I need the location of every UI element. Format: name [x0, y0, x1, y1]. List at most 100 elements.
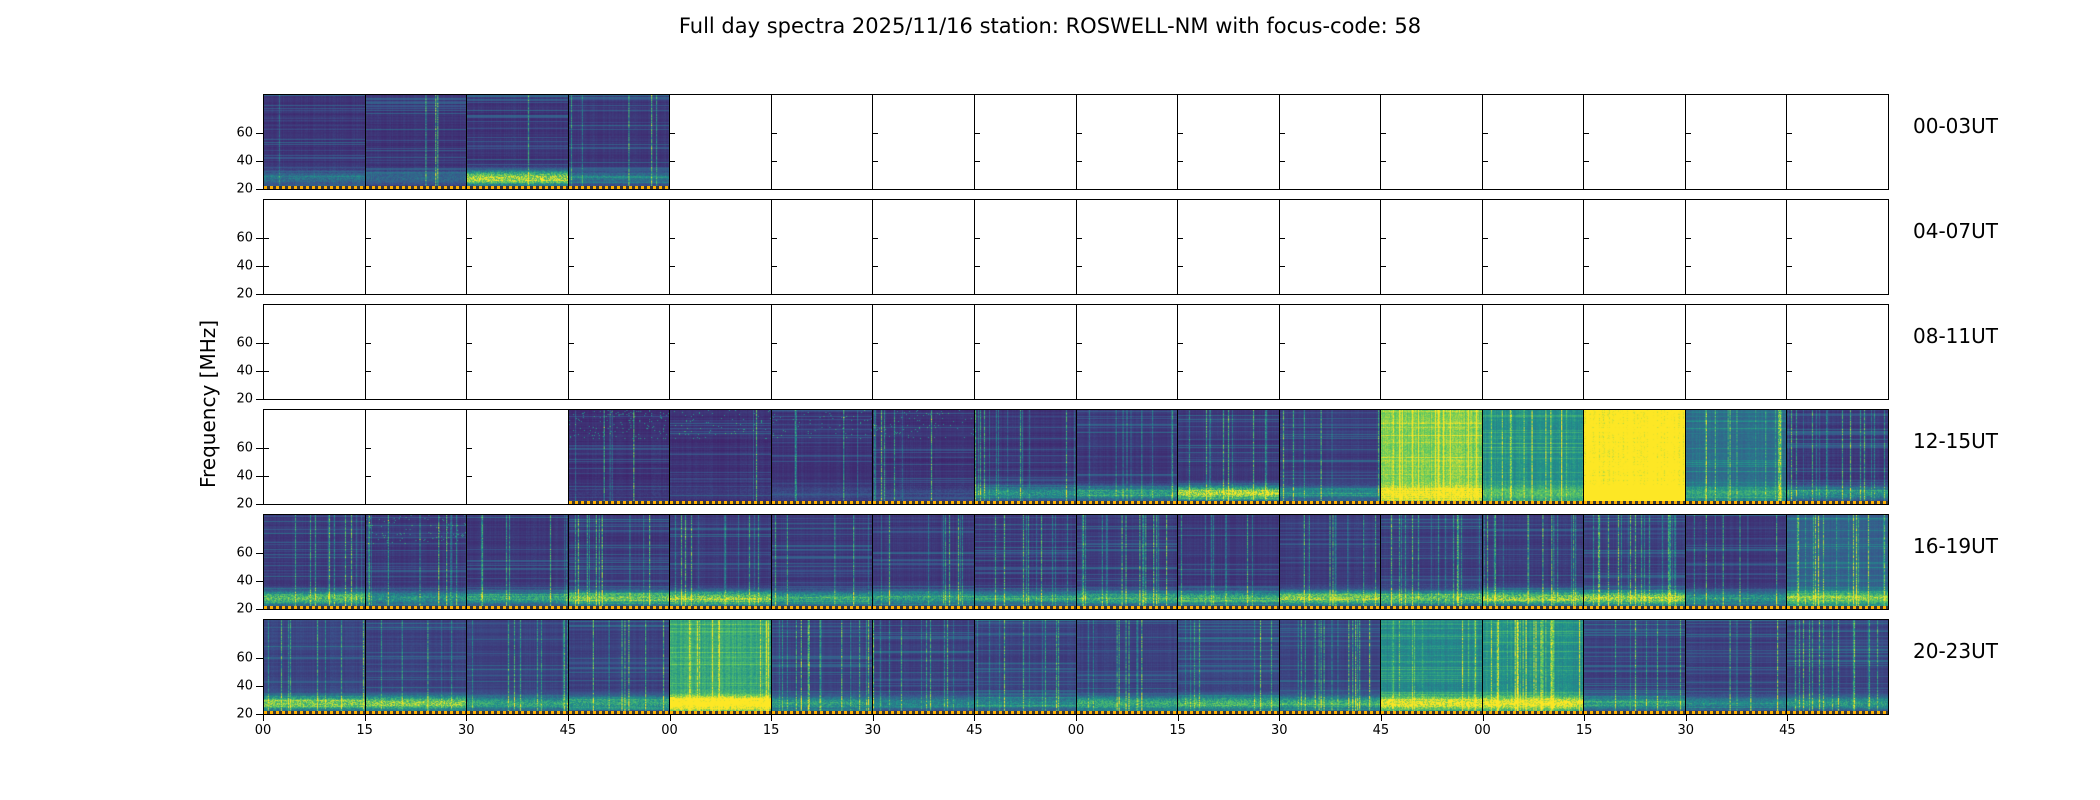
x-tick-label: 15 [1169, 723, 1186, 738]
spectrogram-canvas [974, 620, 1076, 714]
spectrogram-panel [1380, 410, 1482, 504]
spectrogram-panel [1177, 305, 1279, 399]
spectrogram-panel [1075, 305, 1178, 399]
marker-line [365, 186, 467, 189]
spectrogram-panel [264, 410, 365, 504]
spectrogram-panel [364, 95, 467, 189]
spectrogram-panel [1177, 620, 1279, 714]
spectrogram-panel [1481, 95, 1584, 189]
plot-area [263, 94, 1889, 715]
spectrogram-canvas [1584, 410, 1685, 504]
inner-y-tick [873, 133, 879, 134]
spectrogram-panel [1278, 515, 1381, 609]
inner-y-tick [365, 343, 371, 344]
inner-y-tick [1279, 238, 1285, 239]
y-tick-mark [256, 343, 263, 344]
inner-y-tick [1482, 343, 1488, 344]
spectrogram-panel [669, 95, 771, 189]
marker-line [771, 501, 873, 504]
marker-line [873, 711, 974, 714]
spectrogram-canvas [1482, 515, 1584, 609]
spectrogram-panel [973, 410, 1076, 504]
inner-y-tick [873, 343, 879, 344]
inner-y-tick [1381, 371, 1387, 372]
marker-line [771, 606, 873, 609]
spectrogram-panel [872, 200, 974, 294]
marker-line [974, 711, 1076, 714]
x-tick-mark [1584, 715, 1585, 721]
marker-line [1482, 501, 1584, 504]
inner-y-tick [1381, 343, 1387, 344]
inner-y-tick [974, 133, 980, 134]
spectrogram-panel [1380, 620, 1482, 714]
y-tick-mark [256, 294, 263, 295]
spectrogram-canvas [1279, 620, 1381, 714]
marker-line [568, 501, 670, 504]
inner-y-tick [1076, 161, 1082, 162]
spectrogram-panel [1278, 95, 1381, 189]
y-tick-mark [256, 609, 263, 610]
inner-y-tick [1482, 133, 1488, 134]
inner-y-tick [1482, 238, 1488, 239]
inner-y-tick [1279, 133, 1285, 134]
y-tick-label: 60 [236, 125, 253, 141]
inner-y-tick [1685, 343, 1691, 344]
spectrogram-panel [1786, 410, 1888, 504]
y-tick-label: 40 [236, 258, 253, 274]
inner-y-tick [670, 238, 676, 239]
spectrogram-canvas [1381, 620, 1482, 714]
spectrogram-panel [1278, 200, 1381, 294]
inner-y-tick [1076, 343, 1082, 344]
y-tick-label: 20 [236, 181, 253, 197]
y-tick-label: 40 [236, 678, 253, 694]
spectra-row-16-19UT [263, 514, 1889, 610]
y-tick-mark [256, 553, 263, 554]
inner-y-tick [264, 476, 269, 477]
spectra-row-00-03UT [263, 94, 1889, 190]
spectrogram-panel [1583, 200, 1685, 294]
inner-y-tick [974, 266, 980, 267]
spectra-row-04-07UT [263, 199, 1889, 295]
spectrogram-canvas [568, 95, 670, 189]
spectrogram-panel [1075, 515, 1178, 609]
inner-y-tick [771, 343, 777, 344]
spectrogram-panel [364, 200, 467, 294]
inner-y-tick [1787, 266, 1793, 267]
x-tick-label: 30 [1270, 723, 1288, 738]
inner-y-tick [1178, 238, 1184, 239]
spectrogram-panel [466, 515, 568, 609]
marker-line [1381, 606, 1482, 609]
spectrogram-panel [872, 305, 974, 399]
x-tick-mark [771, 715, 772, 721]
spectrogram-canvas [974, 515, 1076, 609]
marker-line [568, 606, 670, 609]
inner-y-tick [264, 371, 269, 372]
spectrogram-panel [669, 410, 771, 504]
inner-y-tick [1787, 238, 1793, 239]
spectrogram-panel [364, 305, 467, 399]
inner-y-tick [365, 448, 371, 449]
inner-y-tick [1178, 161, 1184, 162]
x-tick-label: 00 [1474, 723, 1491, 738]
marker-line [1178, 501, 1279, 504]
inner-y-tick [1584, 371, 1590, 372]
y-tick-mark [256, 161, 263, 162]
inner-y-tick [670, 133, 676, 134]
inner-y-tick [1381, 161, 1387, 162]
x-tick-mark [365, 715, 366, 721]
spectrogram-canvas [1787, 620, 1888, 714]
spectrogram-panel [1380, 305, 1482, 399]
spectrogram-canvas [1279, 410, 1381, 504]
marker-line [1381, 711, 1482, 714]
marker-line [365, 606, 467, 609]
inner-y-tick [873, 161, 879, 162]
inner-y-tick [873, 266, 879, 267]
x-tick-label: 15 [1575, 723, 1593, 738]
marker-line [1685, 501, 1787, 504]
inner-y-tick [1685, 266, 1691, 267]
inner-y-tick [771, 133, 777, 134]
inner-y-tick [365, 371, 371, 372]
spectrogram-canvas [1381, 410, 1482, 504]
y-tick-mark [256, 371, 263, 372]
